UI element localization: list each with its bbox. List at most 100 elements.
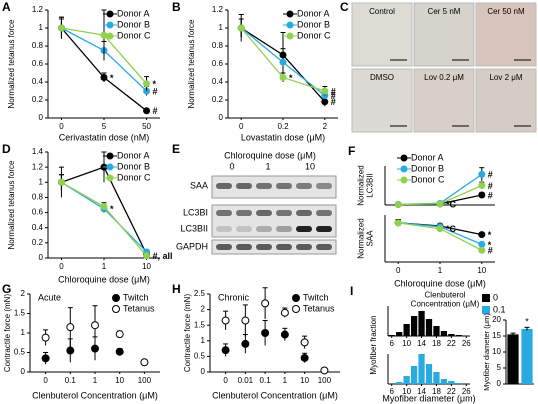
x-tick-label: 0.01 xyxy=(238,376,254,385)
x-tick-label: 0 xyxy=(396,266,401,275)
marker xyxy=(478,191,486,199)
blot-band xyxy=(216,226,232,232)
histogram-bar xyxy=(410,366,418,384)
point-label: # xyxy=(488,246,493,256)
micrograph xyxy=(475,68,537,133)
x-tick-label: 10 xyxy=(300,376,309,385)
y-tick-label: 0.6 xyxy=(212,59,224,68)
blot-band xyxy=(316,244,332,250)
blot-band xyxy=(276,183,292,189)
blot-band xyxy=(316,183,332,189)
blot-band xyxy=(216,210,232,216)
y-tick-label: 0.8 xyxy=(32,41,44,50)
bar xyxy=(507,334,519,384)
blot-row-label: GAPDH xyxy=(176,241,208,251)
x-tick-label: 2 xyxy=(323,122,328,131)
x-tick-label: 10 xyxy=(115,376,124,385)
marker xyxy=(478,231,486,239)
y-tick-label: 0.4 xyxy=(32,223,44,232)
histogram-bar xyxy=(440,331,448,336)
marker xyxy=(221,346,230,355)
panel-label: I xyxy=(350,284,353,298)
histogram-bar xyxy=(463,335,470,336)
marker xyxy=(57,24,65,32)
x-tick-label: 10 xyxy=(142,262,151,271)
x-tick-label: 0.1 xyxy=(260,376,272,385)
y-tick-label: 5 xyxy=(497,363,502,372)
point-label: * xyxy=(110,73,114,83)
histogram-bar xyxy=(455,335,462,336)
micrograph-label: Cer 5 nM xyxy=(428,7,461,16)
y-tick-label: 0 xyxy=(21,367,26,376)
blot-row-label: LC3BII xyxy=(180,223,208,233)
blot-band xyxy=(256,244,272,250)
blot-band xyxy=(276,226,292,232)
histogram-bar xyxy=(388,335,395,336)
legend-marker xyxy=(286,32,294,40)
panel-label: D xyxy=(2,142,11,156)
micrograph xyxy=(351,68,413,133)
y-axis-label: Contractile force (mN) xyxy=(183,294,192,373)
x-tick-label: 14 xyxy=(417,387,426,396)
blot-band xyxy=(256,183,272,189)
micrograph-label: Cer 50 nM xyxy=(487,7,525,16)
legend-label: Donor A xyxy=(117,8,150,18)
legend-label: Twitch xyxy=(123,292,149,302)
y-tick-label: 0 xyxy=(201,367,206,376)
y-axis-label: NormalizedSAA xyxy=(357,218,375,258)
x-tick-label: 100 xyxy=(318,376,332,385)
x-tick-label: 26 xyxy=(462,339,471,348)
point-label: * xyxy=(488,240,492,250)
legend-marker xyxy=(106,10,114,18)
point-label: * xyxy=(110,204,114,214)
point-label: # xyxy=(488,190,493,200)
marker xyxy=(321,87,329,95)
point-label: # xyxy=(488,170,493,180)
x-tick-label: 0.2 xyxy=(277,122,289,131)
y-tick-label: 0 xyxy=(39,253,44,262)
point-label: # xyxy=(331,97,336,107)
legend-marker xyxy=(106,152,114,160)
blot-strip xyxy=(211,175,337,199)
marker xyxy=(241,316,250,325)
marker xyxy=(321,98,329,106)
legend-marker xyxy=(400,154,408,162)
marker xyxy=(91,344,99,353)
y-tick-label: 0.5 xyxy=(14,348,26,357)
blot-band xyxy=(216,244,232,250)
x-tick-label: 1 xyxy=(102,262,107,271)
point-label: # xyxy=(153,106,158,116)
lane-label: 1 xyxy=(265,161,270,171)
marker xyxy=(100,74,108,81)
y-tick-label: 1 xyxy=(219,23,224,32)
histogram-bar xyxy=(418,354,425,384)
histogram-bar xyxy=(448,381,455,384)
legend-label: Tetanus xyxy=(123,303,155,313)
legend-marker xyxy=(292,294,300,302)
y-tick-label: 0.4 xyxy=(32,77,44,86)
x-tick-label: 1 xyxy=(283,376,288,385)
x-tick-label: 1 xyxy=(93,376,98,385)
panel-label: F xyxy=(348,144,355,158)
micrograph-label: Control xyxy=(369,7,395,16)
y-axis-label: Myofiber fraction xyxy=(369,315,378,374)
histogram-bar xyxy=(433,372,440,384)
x-tick-label: 0.1 xyxy=(65,376,77,385)
point-label: * xyxy=(289,73,293,83)
histogram-bar xyxy=(455,383,462,384)
marker xyxy=(436,225,444,233)
y-tick-label: 1 xyxy=(39,177,44,186)
blot-band xyxy=(236,244,252,250)
x-axis-label: Chloroquine dose (μM) xyxy=(58,274,150,284)
legend-marker xyxy=(400,176,408,184)
x-tick-label: 0 xyxy=(223,376,228,385)
panel-label: C xyxy=(340,0,349,14)
marker xyxy=(279,74,287,81)
marker xyxy=(300,338,309,347)
histogram-bar xyxy=(440,379,448,384)
micrograph xyxy=(413,68,475,133)
marker xyxy=(261,329,270,337)
y-axis-label: Normalized tetanus force xyxy=(7,160,16,249)
marker xyxy=(143,252,151,260)
histogram-bar xyxy=(396,382,403,384)
